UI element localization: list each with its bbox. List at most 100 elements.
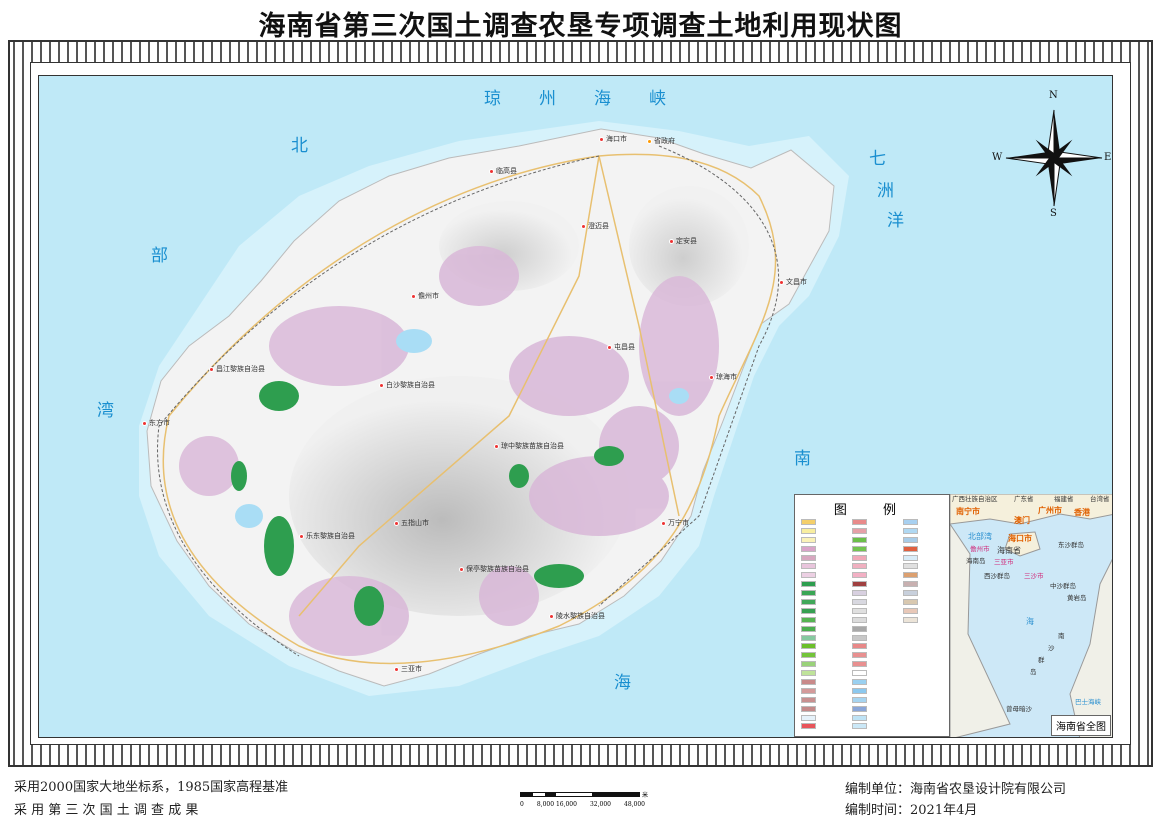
map-title: 海南省第三次国土调查农垦专项调查土地利用现状图 bbox=[258, 11, 903, 42]
legend-swatch bbox=[852, 652, 867, 659]
city-lingshui[interactable]: 陵水黎族自治县 bbox=[549, 611, 605, 621]
city-sanya[interactable]: 三亚市 bbox=[394, 664, 422, 674]
inset-label: 西沙群岛 bbox=[984, 572, 1010, 580]
city-ledong[interactable]: 乐东黎族自治县 bbox=[299, 531, 355, 541]
legend-swatch bbox=[852, 607, 867, 614]
legend-swatch bbox=[801, 714, 816, 721]
city-wuzhishan[interactable]: 五指山市 bbox=[394, 518, 429, 528]
legend-swatch bbox=[852, 599, 867, 606]
legend-swatch bbox=[801, 705, 816, 712]
legend-title: 图 例 bbox=[833, 503, 913, 518]
legend-swatch bbox=[903, 607, 918, 614]
city-qiongzhong[interactable]: 琼中黎族苗族自治县 bbox=[494, 441, 564, 451]
forest-patches bbox=[231, 381, 624, 626]
inset-label: 南 bbox=[1058, 632, 1065, 640]
inset-label: 三沙市 bbox=[1024, 572, 1044, 580]
legend-swatch bbox=[852, 545, 867, 552]
inset-label: 儋州市 bbox=[970, 545, 990, 553]
legend-swatch bbox=[852, 625, 867, 632]
legend-swatch bbox=[852, 616, 867, 623]
inset-label: 群 bbox=[1038, 656, 1045, 664]
sea-label-zhou: 洲 bbox=[877, 181, 894, 201]
legend-swatch bbox=[801, 527, 816, 534]
legend-swatch bbox=[903, 536, 918, 543]
compass-n: N bbox=[1049, 90, 1058, 101]
legend-swatch bbox=[801, 563, 816, 570]
city-dingan[interactable]: 定安县 bbox=[669, 236, 697, 246]
legend-swatch bbox=[903, 527, 918, 534]
inset-label: 广西壮族自治区 bbox=[952, 495, 998, 503]
legend-swatch bbox=[801, 607, 816, 614]
legend-swatch bbox=[801, 599, 816, 606]
city-haikou[interactable]: 海口市 bbox=[599, 134, 627, 144]
legend-swatch bbox=[903, 572, 918, 579]
legend-swatch bbox=[801, 572, 816, 579]
map-canvas[interactable]: 琼州海峡 北 部 湾 七 洲 洋 南 海 海口市 省政府 临高县 澄迈县 定安县… bbox=[38, 75, 1113, 738]
city-changjiang[interactable]: 昌江黎族自治县 bbox=[209, 364, 265, 374]
legend-swatch bbox=[852, 687, 867, 694]
legend-swatch bbox=[852, 581, 867, 588]
city-baisha[interactable]: 白沙黎族自治县 bbox=[379, 380, 435, 390]
legend-swatch bbox=[852, 714, 867, 721]
inset-label: 沙 bbox=[1048, 644, 1055, 652]
city-tunchang[interactable]: 屯昌县 bbox=[607, 342, 635, 352]
legend-swatch bbox=[852, 590, 867, 597]
data-source-note: 采 用 第 三 次 国 土 调 查 成 果 bbox=[14, 803, 199, 818]
legend-swatch bbox=[852, 554, 867, 561]
inset-label: 东沙群岛 bbox=[1058, 541, 1084, 549]
city-wanning[interactable]: 万宁市 bbox=[661, 518, 689, 528]
compiler-note: 编制单位：海南省农垦设计院有限公司 bbox=[845, 782, 1067, 797]
legend-swatch bbox=[852, 563, 867, 570]
legend-swatch bbox=[852, 670, 867, 677]
legend-swatch bbox=[903, 554, 918, 561]
legend-swatch bbox=[801, 581, 816, 588]
city-qionghai[interactable]: 琼海市 bbox=[709, 372, 737, 382]
city-provincial-gov[interactable]: 省政府 bbox=[647, 136, 675, 146]
inset-label: 海 bbox=[1026, 617, 1034, 626]
legend-swatch bbox=[801, 643, 816, 650]
legend-swatch bbox=[801, 634, 816, 641]
city-lingao[interactable]: 临高县 bbox=[489, 166, 517, 176]
legend-column bbox=[899, 519, 949, 626]
coordinate-system-note: 采用2000国家大地坐标系，1985国家高程基准 bbox=[14, 780, 289, 795]
legend-swatch bbox=[801, 661, 816, 668]
inset-label: 三亚市 bbox=[994, 558, 1014, 566]
city-chengmai[interactable]: 澄迈县 bbox=[581, 221, 609, 231]
legend-swatch bbox=[903, 599, 918, 606]
legend-swatch bbox=[801, 616, 816, 623]
legend-swatch bbox=[903, 616, 918, 623]
inset-label: 广东省 bbox=[1014, 495, 1034, 503]
city-baoting[interactable]: 保亭黎族苗族自治县 bbox=[459, 564, 529, 574]
inset-label: 海南岛 bbox=[966, 557, 986, 565]
legend-swatch bbox=[852, 679, 867, 686]
legend-swatch bbox=[852, 661, 867, 668]
sea-label-yang: 洋 bbox=[887, 211, 904, 231]
sea-label-hai: 海 bbox=[614, 673, 631, 693]
legend-swatch bbox=[801, 536, 816, 543]
inset-label: 福建省 bbox=[1054, 495, 1074, 503]
inset-label: 岛 bbox=[1030, 668, 1037, 676]
city-danzhou[interactable]: 儋州市 bbox=[411, 291, 439, 301]
legend-swatch bbox=[852, 519, 867, 525]
inset-label: 台湾省 bbox=[1090, 495, 1110, 503]
sea-label-wan: 湾 bbox=[97, 401, 114, 421]
legend-swatch bbox=[801, 545, 816, 552]
legend-swatch bbox=[903, 545, 918, 552]
city-wenchang[interactable]: 文昌市 bbox=[779, 277, 807, 287]
inset-label: 广州市 bbox=[1038, 505, 1062, 515]
legend-swatch bbox=[801, 679, 816, 686]
legend-swatch bbox=[852, 527, 867, 534]
inset-label: 中沙群岛 bbox=[1050, 582, 1076, 590]
compass-icon bbox=[1005, 109, 1103, 207]
inset-label: 黄岩岛 bbox=[1067, 594, 1087, 602]
city-dongfang[interactable]: 东方市 bbox=[142, 418, 170, 428]
sea-label-bu: 部 bbox=[151, 246, 168, 266]
sea-label-nan: 南 bbox=[794, 449, 811, 469]
roads bbox=[162, 153, 777, 665]
legend-swatch bbox=[852, 643, 867, 650]
inset-label: 北部湾 bbox=[968, 532, 992, 541]
sea-label-qi: 七 bbox=[869, 149, 886, 169]
legend-swatch bbox=[903, 590, 918, 597]
inset-map: 广西壮族自治区 广东省 福建省 台湾省 南宁市 广州市 澳门 香港 海口市 海南… bbox=[949, 494, 1112, 737]
compass-s: S bbox=[1050, 208, 1057, 219]
